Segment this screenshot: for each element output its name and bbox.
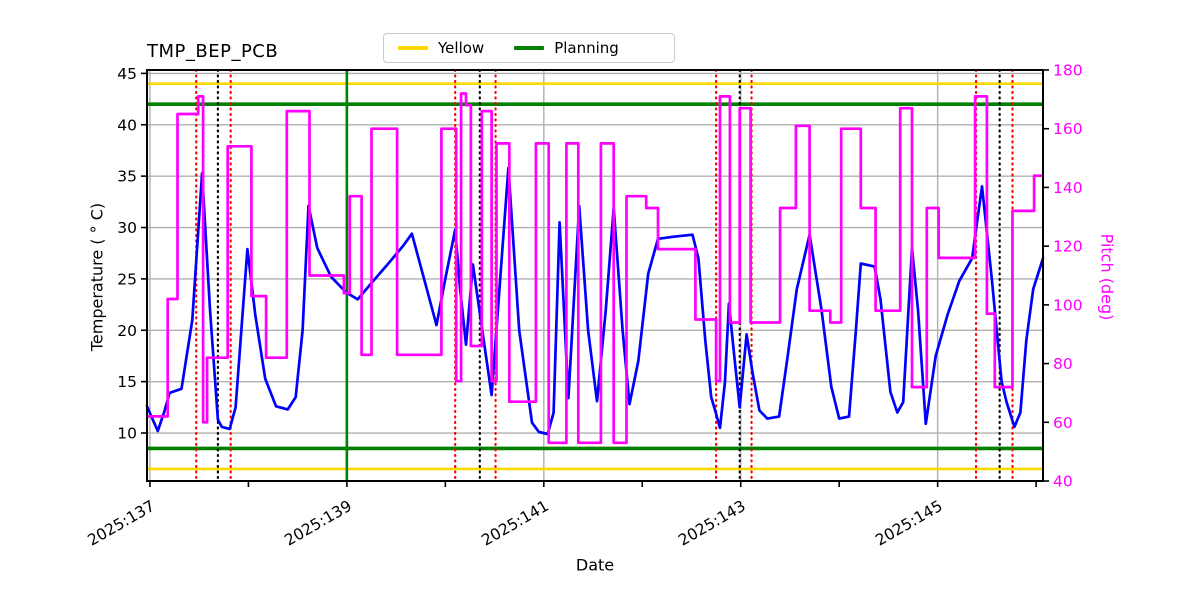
svg-text:45: 45 [117, 65, 137, 83]
svg-text:10: 10 [117, 425, 137, 443]
y-axis-label-left: Temperature ( ° C) [87, 202, 107, 352]
legend-item-planning: Planning [514, 39, 619, 57]
svg-text:15: 15 [117, 373, 137, 391]
svg-text:140: 140 [1053, 179, 1083, 197]
y-axis-label-right: Pitch (deg) [1097, 233, 1117, 321]
svg-text:180: 180 [1053, 62, 1083, 80]
legend-label-planning: Planning [554, 39, 619, 57]
yellow-line-swatch [398, 46, 428, 50]
svg-text:40: 40 [117, 116, 137, 134]
x-axis-label: Date [575, 555, 615, 575]
svg-text:100: 100 [1053, 296, 1083, 314]
svg-text:2025:145: 2025:145 [872, 497, 945, 550]
svg-text:35: 35 [117, 168, 137, 186]
svg-text:80: 80 [1053, 355, 1073, 373]
svg-text:25: 25 [117, 270, 137, 288]
svg-text:60: 60 [1053, 414, 1073, 432]
legend-item-yellow: Yellow [398, 39, 484, 57]
svg-text:2025:143: 2025:143 [675, 497, 748, 550]
legend: Yellow Planning [383, 33, 675, 63]
planning-line-swatch [514, 46, 545, 50]
svg-text:40: 40 [1053, 473, 1073, 491]
svg-text:2025:137: 2025:137 [85, 497, 158, 550]
legend-label-yellow: Yellow [438, 39, 485, 57]
svg-text:2025:141: 2025:141 [478, 497, 551, 550]
svg-text:120: 120 [1053, 238, 1083, 256]
svg-text:30: 30 [117, 219, 137, 237]
svg-text:160: 160 [1053, 120, 1083, 138]
svg-text:2025:139: 2025:139 [282, 497, 355, 550]
svg-text:20: 20 [117, 322, 137, 340]
chart-title: TMP_BEP_PCB [147, 41, 279, 62]
